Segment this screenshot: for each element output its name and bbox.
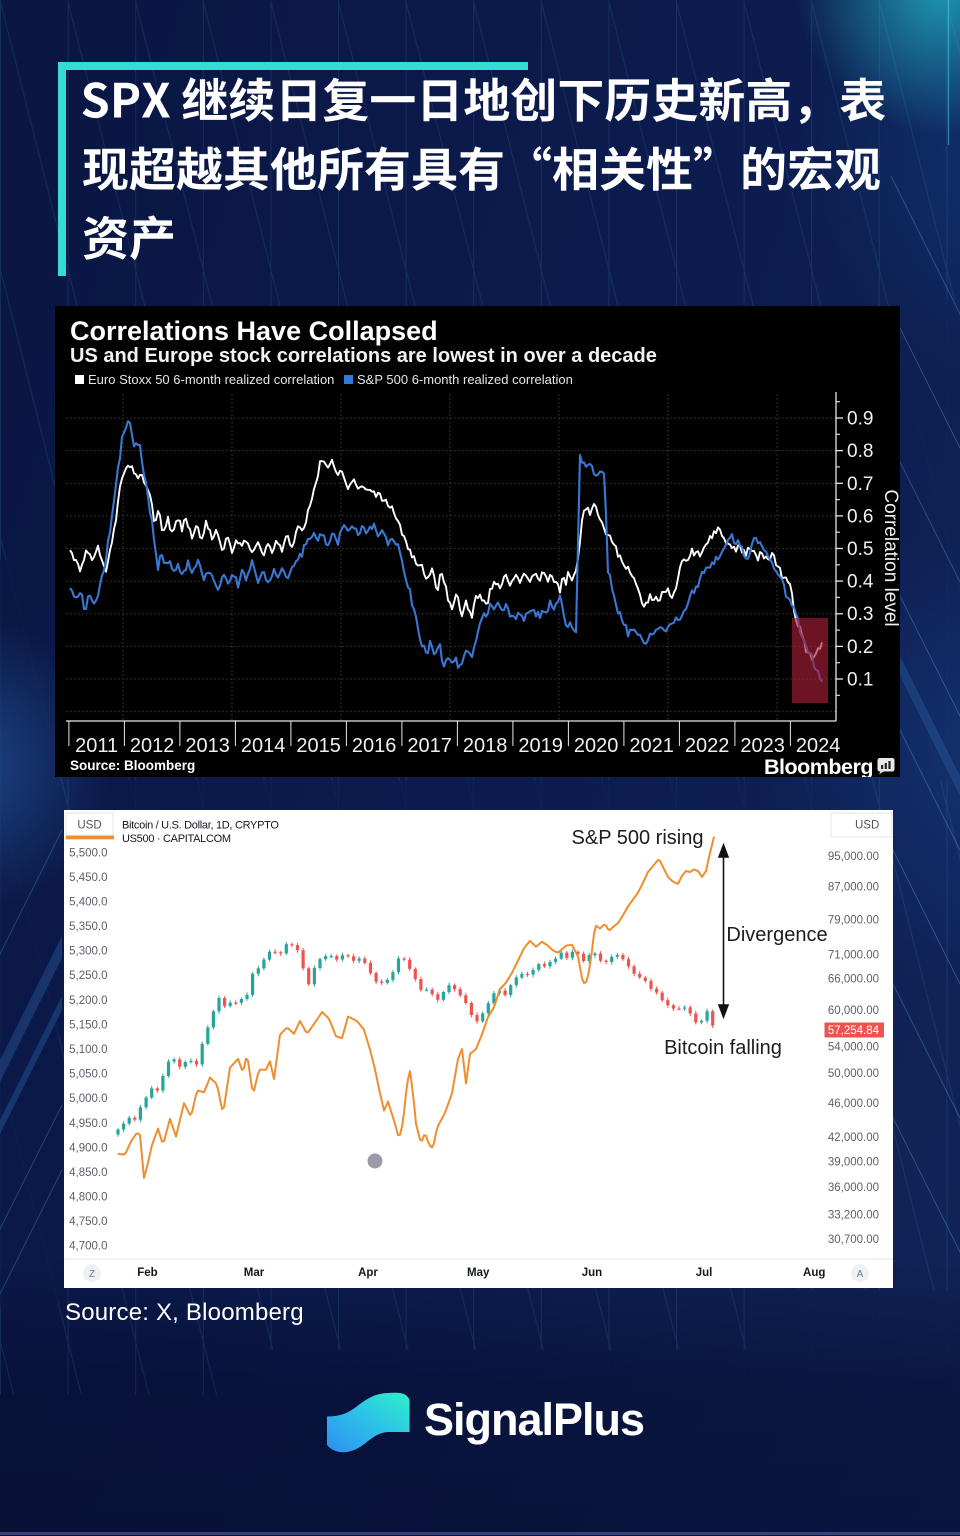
svg-text:4,900.0: 4,900.0 [69, 1142, 107, 1154]
svg-text:5,050.0: 5,050.0 [69, 1069, 107, 1081]
svg-text:4,800.0: 4,800.0 [69, 1192, 107, 1204]
svg-text:0.4: 0.4 [847, 572, 874, 593]
svg-text:A: A [857, 1269, 864, 1280]
svg-text:39,000.00: 39,000.00 [828, 1157, 879, 1169]
svg-text:0.3: 0.3 [847, 604, 873, 625]
svg-text:Z: Z [89, 1269, 95, 1280]
svg-text:87,000.00: 87,000.00 [828, 881, 879, 893]
svg-text:33,200.00: 33,200.00 [828, 1209, 879, 1221]
svg-text:0.2: 0.2 [847, 637, 873, 658]
svg-text:Correlation level: Correlation level [880, 489, 900, 626]
svg-text:Bloomberg: Bloomberg [764, 755, 873, 777]
svg-text:2015: 2015 [296, 735, 341, 757]
svg-text:Mar: Mar [244, 1267, 265, 1279]
svg-text:Feb: Feb [137, 1267, 157, 1279]
svg-text:2013: 2013 [185, 735, 230, 757]
svg-text:5,250.0: 5,250.0 [69, 970, 107, 982]
svg-text:50,000.00: 50,000.00 [828, 1068, 879, 1080]
svg-text:US and Europe stock correlatio: US and Europe stock correlations are low… [70, 345, 657, 367]
svg-text:Euro Stoxx 50 6-month realized: Euro Stoxx 50 6-month realized correlati… [88, 372, 334, 387]
svg-text:2021: 2021 [629, 735, 674, 757]
svg-text:2018: 2018 [463, 735, 508, 757]
svg-text:95,000.00: 95,000.00 [828, 851, 879, 863]
svg-text:60,000.00: 60,000.00 [828, 1005, 879, 1017]
svg-text:5,400.0: 5,400.0 [69, 897, 107, 909]
svg-text:2012: 2012 [130, 735, 175, 757]
svg-text:79,000.00: 79,000.00 [828, 915, 879, 927]
svg-text:5,450.0: 5,450.0 [69, 872, 107, 884]
svg-text:USD: USD [855, 820, 879, 832]
svg-text:4,850.0: 4,850.0 [69, 1167, 107, 1179]
svg-text:5,100.0: 5,100.0 [69, 1044, 107, 1056]
svg-text:0.7: 0.7 [847, 474, 873, 495]
svg-text:54,000.00: 54,000.00 [828, 1042, 879, 1054]
svg-text:S&P 500 rising: S&P 500 rising [572, 827, 704, 849]
svg-text:5,500.0: 5,500.0 [69, 847, 107, 859]
svg-text:Jun: Jun [582, 1267, 602, 1279]
svg-text:71,000.00: 71,000.00 [828, 950, 879, 962]
svg-text:5,150.0: 5,150.0 [69, 1019, 107, 1031]
svg-text:5,000.0: 5,000.0 [69, 1093, 107, 1105]
svg-text:Correlations Have Collapsed: Correlations Have Collapsed [70, 316, 438, 346]
svg-text:Bitcoin / U.S. Dollar, 1D, CRY: Bitcoin / U.S. Dollar, 1D, CRYPTO [122, 820, 279, 832]
svg-text:30,700.00: 30,700.00 [828, 1234, 879, 1246]
svg-text:US500 · CAPITALCOM: US500 · CAPITALCOM [122, 833, 231, 845]
svg-text:2019: 2019 [518, 735, 563, 757]
svg-text:36,000.00: 36,000.00 [828, 1182, 879, 1194]
svg-text:Bitcoin falling: Bitcoin falling [664, 1037, 782, 1059]
svg-text:0.9: 0.9 [847, 409, 873, 430]
svg-text:Aug: Aug [803, 1267, 825, 1279]
svg-text:4,950.0: 4,950.0 [69, 1118, 107, 1130]
svg-text:May: May [467, 1267, 490, 1279]
svg-text:2020: 2020 [574, 735, 619, 757]
svg-text:Jul: Jul [696, 1267, 713, 1279]
svg-text:5,350.0: 5,350.0 [69, 921, 107, 933]
svg-text:2023: 2023 [740, 735, 785, 757]
svg-text:0.5: 0.5 [847, 539, 873, 560]
svg-text:Source: Bloomberg: Source: Bloomberg [70, 758, 195, 773]
svg-text:57,254.84: 57,254.84 [828, 1025, 880, 1037]
svg-text:4,750.0: 4,750.0 [69, 1216, 107, 1228]
svg-text:Apr: Apr [358, 1267, 378, 1279]
svg-text:0.8: 0.8 [847, 441, 873, 462]
svg-text:2024: 2024 [796, 735, 841, 757]
svg-text:46,000.00: 46,000.00 [828, 1098, 879, 1110]
svg-text:5,200.0: 5,200.0 [69, 995, 107, 1007]
svg-text:2017: 2017 [407, 735, 452, 757]
svg-text:42,000.00: 42,000.00 [828, 1132, 879, 1144]
svg-text:2016: 2016 [352, 735, 397, 757]
svg-text:66,000.00: 66,000.00 [828, 974, 879, 986]
svg-text:0.6: 0.6 [847, 506, 873, 527]
svg-text:2014: 2014 [241, 735, 286, 757]
svg-text:0.1: 0.1 [847, 670, 873, 691]
svg-text:4,700.0: 4,700.0 [69, 1241, 107, 1253]
svg-text:2022: 2022 [685, 735, 730, 757]
svg-text:S&P 500 6-month realized corre: S&P 500 6-month realized correlation [357, 372, 573, 387]
svg-text:2011: 2011 [75, 735, 118, 757]
svg-text:5,300.0: 5,300.0 [69, 946, 107, 958]
svg-text:USD: USD [77, 820, 101, 832]
svg-text:Divergence: Divergence [726, 924, 827, 946]
